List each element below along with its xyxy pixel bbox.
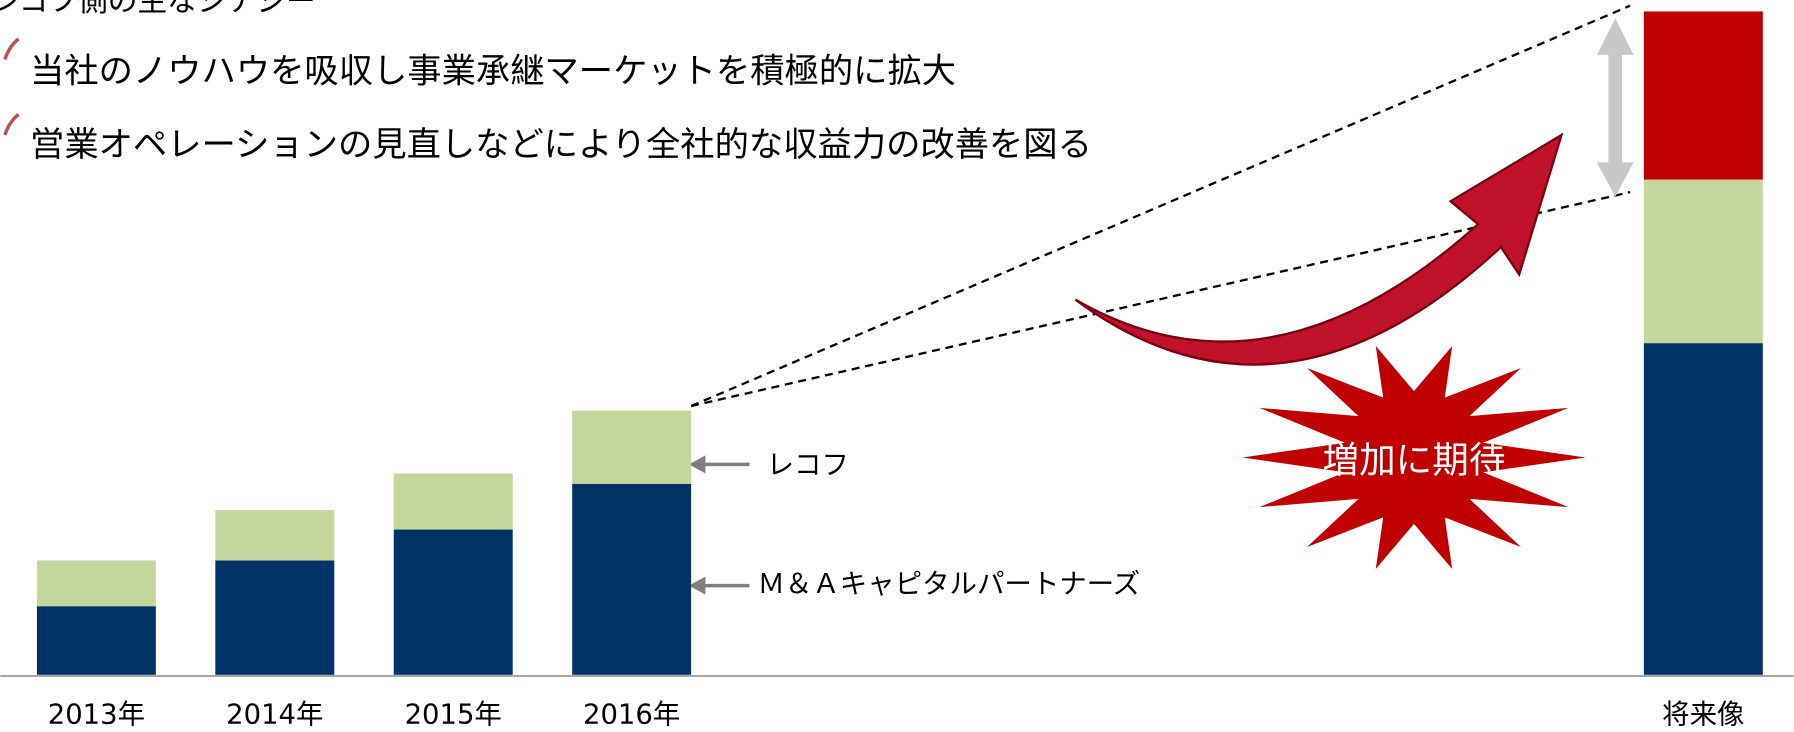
bar — [36, 560, 156, 607]
bar — [572, 483, 692, 675]
bar — [1643, 343, 1763, 675]
callout: 増加に期待 — [1323, 439, 1506, 482]
check-icon — [3, 37, 20, 61]
bar — [572, 410, 692, 484]
growth-arrow — [1074, 132, 1564, 366]
bar — [215, 560, 335, 675]
bar — [1643, 11, 1763, 180]
bar — [1643, 179, 1763, 344]
x-tick-label: 2014年 — [226, 699, 323, 730]
x-tick-label: 2015年 — [405, 699, 502, 730]
dashed-guide — [690, 4, 1631, 408]
starburst — [1242, 345, 1586, 570]
x-tick-label: 2013年 — [48, 699, 145, 730]
header: レコフ側の主なシナジー — [0, 0, 316, 19]
range-arrow — [1596, 18, 1634, 197]
bar — [393, 529, 513, 675]
bar — [393, 473, 513, 530]
series-label: レコフ — [767, 450, 849, 481]
x-tick-label: 将来像 — [1662, 699, 1744, 730]
bar — [36, 606, 156, 675]
series-label: Ｍ＆Ａキャピタルパートナーズ — [757, 569, 1140, 600]
bar — [215, 510, 335, 561]
check-icon — [3, 113, 20, 136]
label-arrow — [688, 455, 750, 595]
bullet: 当社のノウハウを吸収し事業承継マーケットを積極的に拡大 — [30, 52, 956, 92]
x-tick-label: 2016年 — [583, 699, 680, 730]
bullet: 営業オペレーションの見直しなどにより全社的な収益力の改善を図る — [30, 125, 1092, 165]
